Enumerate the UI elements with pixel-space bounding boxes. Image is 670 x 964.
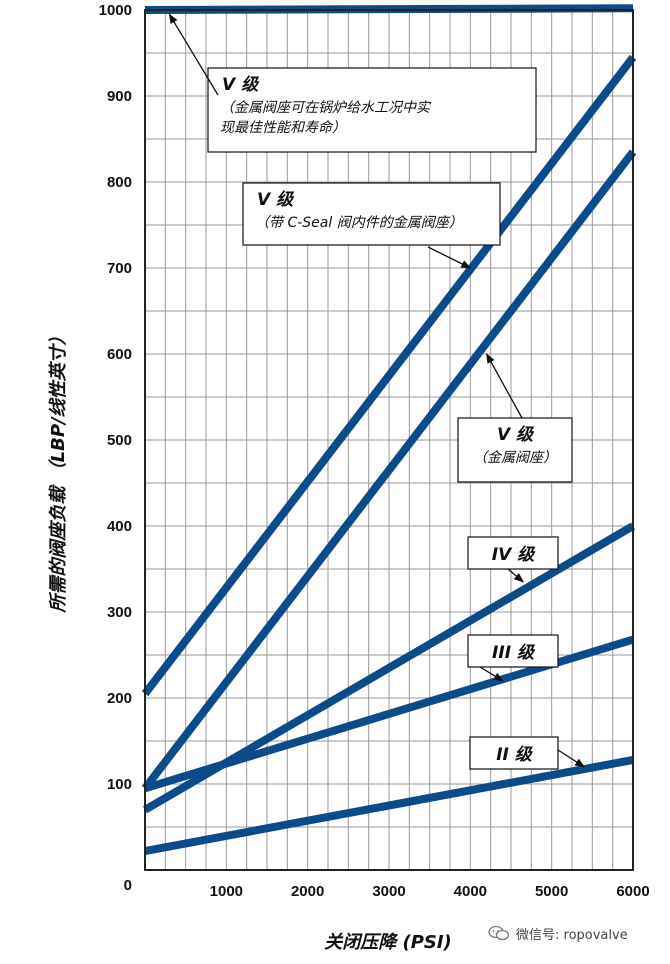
annotation-title: II 级 <box>496 745 534 765</box>
annotation-subtitle: 现最佳性能和寿命） <box>220 120 346 136</box>
annotation-5: III 级 <box>467 634 559 682</box>
annotation-box <box>457 417 573 483</box>
annotation-arrow <box>479 666 504 682</box>
annotation-box <box>207 67 537 153</box>
annotation-title: III 级 <box>492 643 536 663</box>
y-tick-labels: 0 100 200 300 400 500 600 700 800 900 1000 <box>99 2 132 894</box>
annotation-arrow <box>486 353 523 419</box>
annotation-box <box>467 634 559 668</box>
y-tick-label: 100 <box>107 776 132 793</box>
annotation-title: V 级 <box>222 75 260 95</box>
y-tick-label: 800 <box>107 174 132 191</box>
annotation-box <box>467 536 559 570</box>
x-axis-title: 关闭压降 (PSI) <box>324 932 452 953</box>
annotation-2: V 级 （带 C-Seal 阀内件的金属阀座） <box>242 182 501 269</box>
annotation-subtitle: （带 C-Seal 阀内件的金属阀座） <box>255 215 463 231</box>
y-tick-label: 500 <box>107 432 132 449</box>
series-line-3 <box>141 149 637 791</box>
annotation-4: IV 级 <box>467 536 559 583</box>
y-tick-label: 300 <box>107 604 132 621</box>
x-tick-label: 4000 <box>454 883 487 900</box>
annotation-title: IV 级 <box>492 545 536 565</box>
series-line-5 <box>144 755 634 856</box>
annotation-title: V 级 <box>257 190 295 210</box>
y-tick-label: 0 <box>124 877 132 894</box>
annotation-arrow <box>557 749 586 768</box>
y-tick-label: 700 <box>107 260 132 277</box>
y-tick-label: 600 <box>107 346 132 363</box>
y-tick-label: 900 <box>107 88 132 105</box>
x-tick-labels: 1000 2000 3000 4000 5000 6000 <box>210 883 650 900</box>
x-tick-label: 5000 <box>535 883 568 900</box>
annotation-box <box>469 736 559 770</box>
watermark: 微信号: ropovalve <box>488 921 658 945</box>
annotation-arrow <box>427 246 472 269</box>
x-tick-label: 1000 <box>210 883 243 900</box>
x-tick-label: 2000 <box>291 883 324 900</box>
y-tick-label: 200 <box>107 690 132 707</box>
series-line-2 <box>141 54 637 697</box>
wechat-icon <box>488 925 510 941</box>
annotation-3: V 级 （金属阀座） <box>457 353 573 483</box>
annotation-arrow <box>168 13 219 96</box>
y-tick-label: 1000 <box>99 2 132 19</box>
annotation-6: II 级 <box>469 736 586 770</box>
plot-frame <box>144 9 634 871</box>
x-tick-label: 6000 <box>616 883 649 900</box>
annotation-arrow <box>507 568 524 583</box>
watermark-text: 微信号: ropovalve <box>516 927 628 943</box>
x-tick-label: 3000 <box>372 883 405 900</box>
annotation-title: V 级 <box>497 425 535 445</box>
y-tick-label: 400 <box>107 518 132 535</box>
annotation-box <box>242 182 501 246</box>
annotation-subtitle: （金属阀座） <box>473 450 557 466</box>
annotation-subtitle: （金属阀座可在锅炉给水工况中实 <box>220 100 432 116</box>
y-axis-title: 所需的阀座负载 （LBP/线性英寸） <box>48 327 69 613</box>
